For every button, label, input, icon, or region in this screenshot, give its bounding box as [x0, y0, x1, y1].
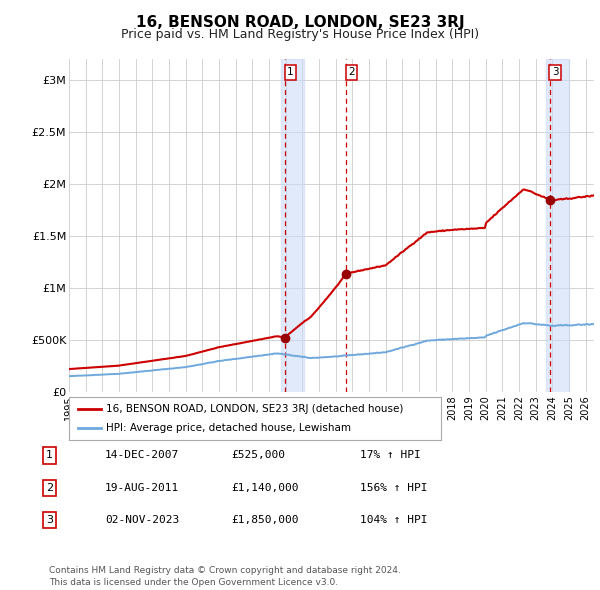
- Text: 2: 2: [46, 483, 53, 493]
- Text: Contains HM Land Registry data © Crown copyright and database right 2024.
This d: Contains HM Land Registry data © Crown c…: [49, 566, 401, 587]
- Text: 19-AUG-2011: 19-AUG-2011: [105, 483, 179, 493]
- Text: 3: 3: [46, 516, 53, 525]
- Text: 156% ↑ HPI: 156% ↑ HPI: [360, 483, 427, 493]
- Text: 104% ↑ HPI: 104% ↑ HPI: [360, 516, 427, 525]
- Text: 3: 3: [551, 67, 558, 77]
- Bar: [545, 59, 569, 392]
- Text: 17% ↑ HPI: 17% ↑ HPI: [360, 451, 421, 460]
- Text: HPI: Average price, detached house, Lewisham: HPI: Average price, detached house, Lewi…: [106, 423, 351, 433]
- Text: 02-NOV-2023: 02-NOV-2023: [105, 516, 179, 525]
- Text: £1,140,000: £1,140,000: [231, 483, 299, 493]
- Bar: [281, 59, 304, 392]
- Text: 1: 1: [46, 451, 53, 460]
- Text: Price paid vs. HM Land Registry's House Price Index (HPI): Price paid vs. HM Land Registry's House …: [121, 28, 479, 41]
- Text: 14-DEC-2007: 14-DEC-2007: [105, 451, 179, 460]
- Text: 16, BENSON ROAD, LONDON, SE23 3RJ: 16, BENSON ROAD, LONDON, SE23 3RJ: [136, 15, 464, 30]
- Text: 1: 1: [287, 67, 293, 77]
- Text: £525,000: £525,000: [231, 451, 285, 460]
- Text: 2: 2: [348, 67, 355, 77]
- Text: 16, BENSON ROAD, LONDON, SE23 3RJ (detached house): 16, BENSON ROAD, LONDON, SE23 3RJ (detac…: [106, 404, 404, 414]
- Text: £1,850,000: £1,850,000: [231, 516, 299, 525]
